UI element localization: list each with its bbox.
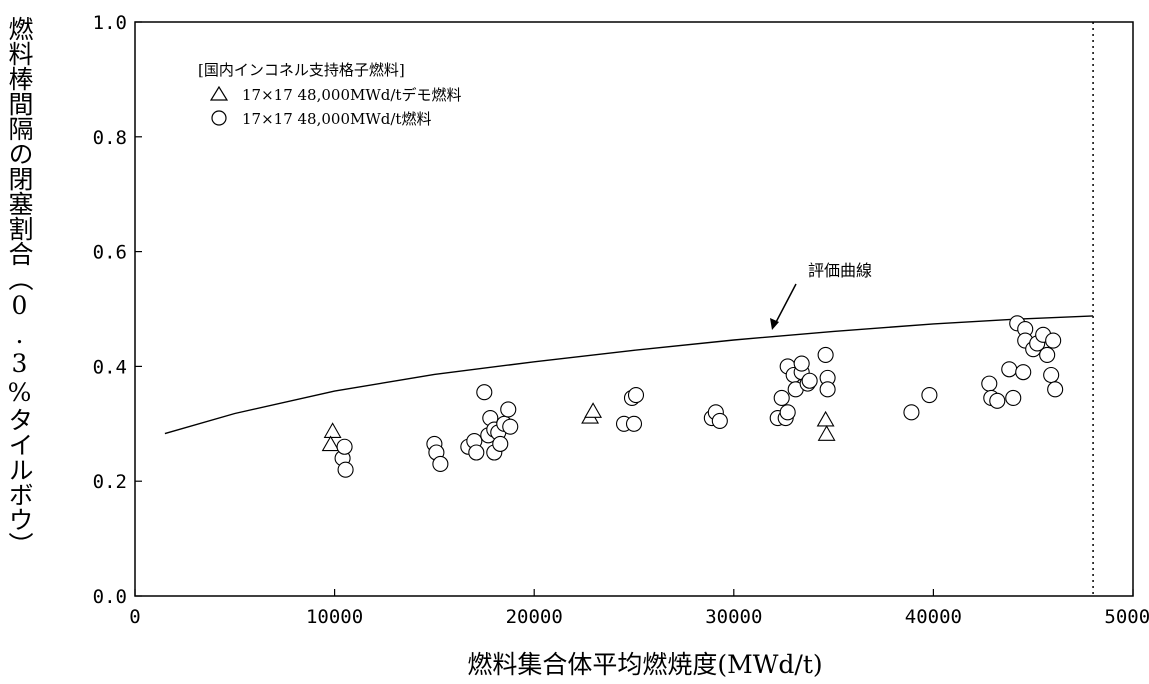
circle-point bbox=[711, 412, 728, 429]
evaluation-curve-annotation: 評価曲線 bbox=[770, 261, 872, 330]
circle-point bbox=[468, 444, 485, 461]
circle-point bbox=[1039, 346, 1056, 363]
circle-point bbox=[793, 355, 810, 372]
x-tick-label: 10000 bbox=[306, 606, 363, 628]
x-tick-label: 40000 bbox=[905, 606, 962, 628]
circle-point bbox=[779, 404, 796, 421]
y-axis-label: 燃料棒間隔の閉塞割合（0.3%タイルボウ） bbox=[5, 16, 34, 557]
circle-point bbox=[921, 387, 938, 404]
data-markers bbox=[321, 315, 1064, 478]
x-tick-label: 50000 bbox=[1104, 606, 1149, 628]
circle-point bbox=[1043, 366, 1060, 384]
circle-point bbox=[492, 435, 509, 452]
circle-point bbox=[1005, 389, 1022, 407]
legend-triangle-icon bbox=[209, 85, 229, 101]
legend-entry-standard: 17×17 48,000MWd/t燃料 bbox=[242, 110, 431, 128]
y-tick-label: 0.6 bbox=[93, 242, 127, 264]
circle-point bbox=[903, 404, 920, 421]
circle-point bbox=[819, 381, 836, 398]
y-tick-label: 1.0 bbox=[93, 12, 127, 34]
circle-point bbox=[432, 455, 449, 473]
circle-point bbox=[627, 387, 645, 404]
circle-point bbox=[989, 392, 1006, 409]
triangle-point bbox=[584, 402, 603, 418]
x-tick-label: 20000 bbox=[506, 606, 563, 628]
circle-point bbox=[1015, 364, 1032, 381]
x-axis-ticks: 0 10000 20000 30000 40000 50000 bbox=[129, 589, 1149, 628]
y-tick-label: 0.4 bbox=[93, 356, 127, 378]
x-tick-label: 0 bbox=[129, 606, 140, 628]
triangle-point bbox=[817, 425, 836, 441]
circle-point bbox=[801, 372, 818, 389]
circle-point bbox=[981, 375, 998, 392]
circle-point bbox=[773, 389, 790, 407]
circle-point bbox=[337, 461, 354, 478]
y-tick-label: 0.2 bbox=[93, 471, 127, 493]
plot-border bbox=[134, 21, 1134, 597]
circle-point bbox=[1001, 361, 1018, 378]
evaluation-curve-label: 評価曲線 bbox=[808, 261, 872, 280]
evaluation-curve bbox=[164, 315, 1094, 435]
triangle-point bbox=[816, 410, 835, 427]
circle-point bbox=[500, 401, 517, 418]
plot-area bbox=[134, 21, 1134, 597]
legend-entry-demo: 17×17 48,000MWd/tデモ燃料 bbox=[242, 86, 461, 104]
legend-circle-icon bbox=[211, 110, 227, 126]
triangle-point bbox=[321, 435, 340, 452]
legend: [国内インコネル支持格子燃料] 17×17 48,000MWd/tデモ燃料 17… bbox=[198, 61, 461, 128]
y-tick-label: 0.8 bbox=[93, 127, 127, 149]
x-tick-label: 30000 bbox=[705, 606, 762, 628]
circle-point bbox=[817, 346, 834, 363]
circle-point bbox=[1047, 381, 1064, 398]
triangle-point bbox=[323, 422, 342, 438]
x-axis-label: 燃料集合体平均燃焼度(MWd/t) bbox=[467, 650, 822, 679]
y-axis-ticks: 0.0 0.2 0.4 0.6 0.8 1.0 bbox=[93, 12, 142, 608]
circle-point bbox=[502, 418, 519, 435]
legend-title: [国内インコネル支持格子燃料] bbox=[198, 61, 405, 79]
y-tick-label: 0.0 bbox=[93, 586, 127, 608]
circle-point bbox=[336, 438, 353, 455]
circle-point bbox=[625, 415, 643, 432]
circle-point bbox=[1045, 332, 1062, 349]
evaluation-curve-line bbox=[164, 315, 1094, 435]
circle-point bbox=[476, 384, 493, 401]
